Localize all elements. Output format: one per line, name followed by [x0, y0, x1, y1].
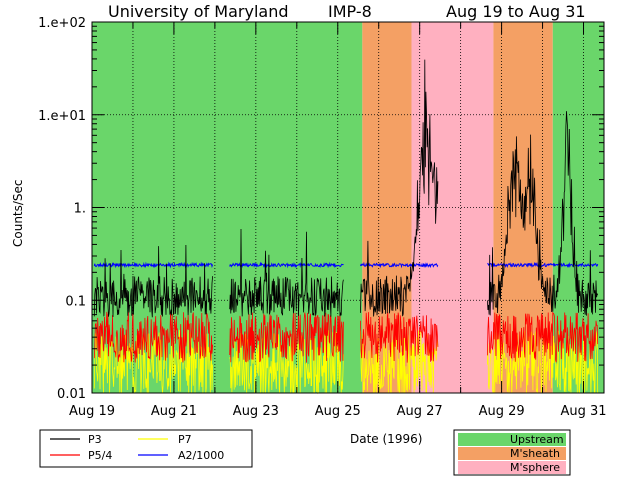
x-tick-label-2: Aug 23: [233, 404, 279, 419]
region-legend: Upstream M'sheath M'sphere: [453, 429, 571, 476]
plot-area: 0.01 0.1 1. 1.e+01 1.e+02 Aug 19 Aug 21 Aug 23 A…: [38, 16, 606, 419]
x-tick-label-5: Aug 29: [479, 404, 525, 419]
y-tick-label-0: 0.01: [57, 387, 86, 402]
chart-title-left: University of Maryland: [108, 2, 289, 21]
x-tick-label-3: Aug 25: [315, 404, 361, 419]
y-tick-label-2: 1.: [74, 202, 86, 217]
series-line-a21000: [93, 261, 599, 269]
legend-swatch-sheath: [458, 447, 566, 460]
chart-title-center: IMP-8: [328, 2, 372, 21]
series-legend: P3 P7 P5/4 A2/1000: [39, 429, 253, 468]
series-line-p7: [93, 329, 599, 395]
chart-title-right: Aug 19 to Aug 31: [446, 2, 586, 21]
legend-label-a2: A2/1000: [178, 449, 224, 462]
y-tick-label-1: 0.1: [65, 294, 86, 309]
x-tick-label-6: Aug 31: [560, 404, 606, 419]
x-tick-label-1: Aug 21: [151, 404, 197, 419]
legend-swatch-sphere: [458, 461, 566, 474]
x-axis-label: Date (1996): [350, 432, 422, 446]
legend-label-sphere: M'sphere: [510, 461, 560, 474]
series-legend-box: [39, 429, 253, 468]
x-tick-label-0: Aug 19: [69, 404, 115, 419]
x-tick-label-4: Aug 27: [397, 404, 443, 419]
legend-swatch-upstream: [458, 433, 566, 446]
legend-label-p7: P7: [178, 433, 192, 446]
legend-label-upstream: Upstream: [510, 433, 564, 446]
y-tick-label-3: 1.e+01: [38, 109, 86, 124]
y-axis-label: Counts/Sec: [11, 179, 25, 247]
series-line-p54: [93, 311, 599, 363]
legend-label-sheath: M'sheath: [510, 447, 560, 460]
legend-label-p54: P5/4: [88, 449, 112, 462]
legend-label-p3: P3: [88, 433, 102, 446]
y-tick-label-4: 1.e+02: [38, 16, 86, 31]
series-line-p3: [93, 59, 599, 318]
